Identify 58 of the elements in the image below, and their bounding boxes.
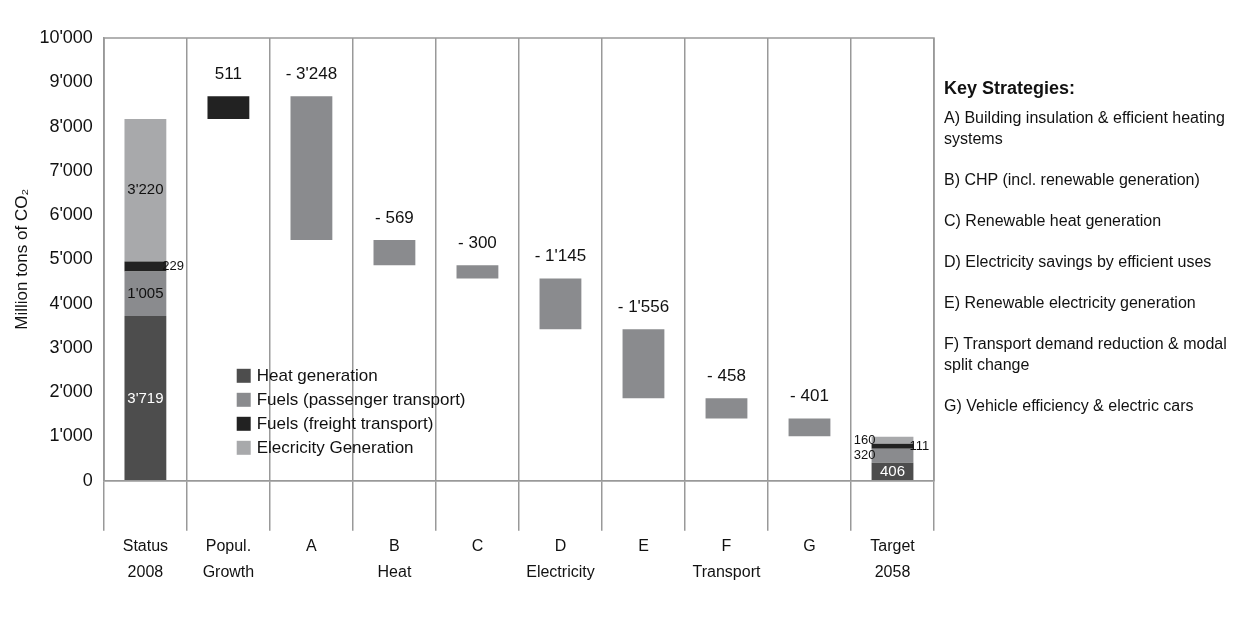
data-label: 3'220 bbox=[127, 180, 164, 198]
bar bbox=[124, 316, 167, 481]
bar bbox=[539, 278, 582, 330]
y-tick-label: 7'000 bbox=[49, 159, 93, 180]
data-label: 511 bbox=[214, 63, 242, 83]
text: G) Vehicle efficiency & electric cars bbox=[944, 396, 1195, 416]
bar bbox=[124, 118, 167, 262]
bar bbox=[456, 265, 499, 279]
legend-label: Fuels (passenger transport) bbox=[256, 390, 466, 410]
legend-label: Fuels (freight transport) bbox=[256, 414, 434, 434]
text: C) Renewable heat generation bbox=[944, 211, 1163, 231]
x-tick-label: C bbox=[471, 537, 484, 555]
y-tick-label: 5'000 bbox=[49, 248, 93, 269]
bar bbox=[373, 240, 416, 266]
text: Key Strategies: bbox=[944, 78, 1077, 99]
x-tick-label: B Heat bbox=[377, 537, 412, 580]
y-tick-label: 6'000 bbox=[49, 204, 93, 225]
text: D) Electricity savings by efficient uses bbox=[944, 252, 1213, 272]
text: B) CHP (incl. renewable generation) bbox=[944, 170, 1201, 190]
data-label: - 569 bbox=[375, 207, 414, 227]
bar bbox=[705, 398, 748, 419]
y-tick-label: 1'000 bbox=[49, 425, 93, 446]
text: A) Building insulation & efficient heating systems bbox=[944, 108, 1226, 149]
data-label: - 1'145 bbox=[534, 246, 587, 266]
x-tick-label: D Electricity bbox=[526, 537, 595, 580]
data-label: 320 bbox=[853, 447, 876, 463]
y-tick-label: 10'000 bbox=[39, 26, 93, 47]
y-tick-label: 4'000 bbox=[49, 292, 93, 313]
legend-label: Elecricity Generation bbox=[256, 438, 414, 458]
data-label: 406 bbox=[879, 461, 906, 479]
y-tick-label: 8'000 bbox=[49, 115, 93, 136]
y-tick-label: 2'000 bbox=[49, 381, 93, 402]
x-tick-label: A bbox=[306, 537, 318, 555]
x-tick-label: Target 2058 bbox=[870, 537, 916, 580]
y-tick-label: 3'000 bbox=[49, 336, 93, 357]
text: F) Transport demand reduction & modal split change bbox=[944, 334, 1228, 375]
x-tick-label: Status 2008 bbox=[122, 537, 169, 580]
data-label: 111 bbox=[909, 437, 930, 453]
bar bbox=[622, 329, 665, 399]
text: E) Renewable electricity generation bbox=[944, 293, 1197, 313]
data-label: 160 bbox=[853, 431, 876, 447]
bar bbox=[788, 418, 831, 437]
bar bbox=[290, 96, 333, 241]
y-tick-label: 9'000 bbox=[49, 71, 93, 92]
legend-label: Heat generation bbox=[256, 366, 378, 386]
x-tick-label: Popul. Growth bbox=[202, 537, 255, 580]
y-axis-title: Million tons of CO₂ bbox=[11, 189, 31, 330]
data-label: - 1'556 bbox=[617, 296, 670, 316]
data-label: - 458 bbox=[707, 365, 746, 385]
x-tick-label: E bbox=[638, 537, 649, 555]
x-tick-label: G bbox=[803, 537, 816, 555]
data-label: 3'719 bbox=[127, 388, 164, 406]
y-tick-label: 0 bbox=[82, 469, 93, 490]
data-label: 1'005 bbox=[127, 284, 164, 302]
data-label: - 401 bbox=[790, 386, 829, 406]
data-label: - 3'248 bbox=[285, 63, 338, 83]
x-tick-label: F Transport bbox=[692, 537, 761, 580]
data-label: - 300 bbox=[458, 232, 497, 252]
